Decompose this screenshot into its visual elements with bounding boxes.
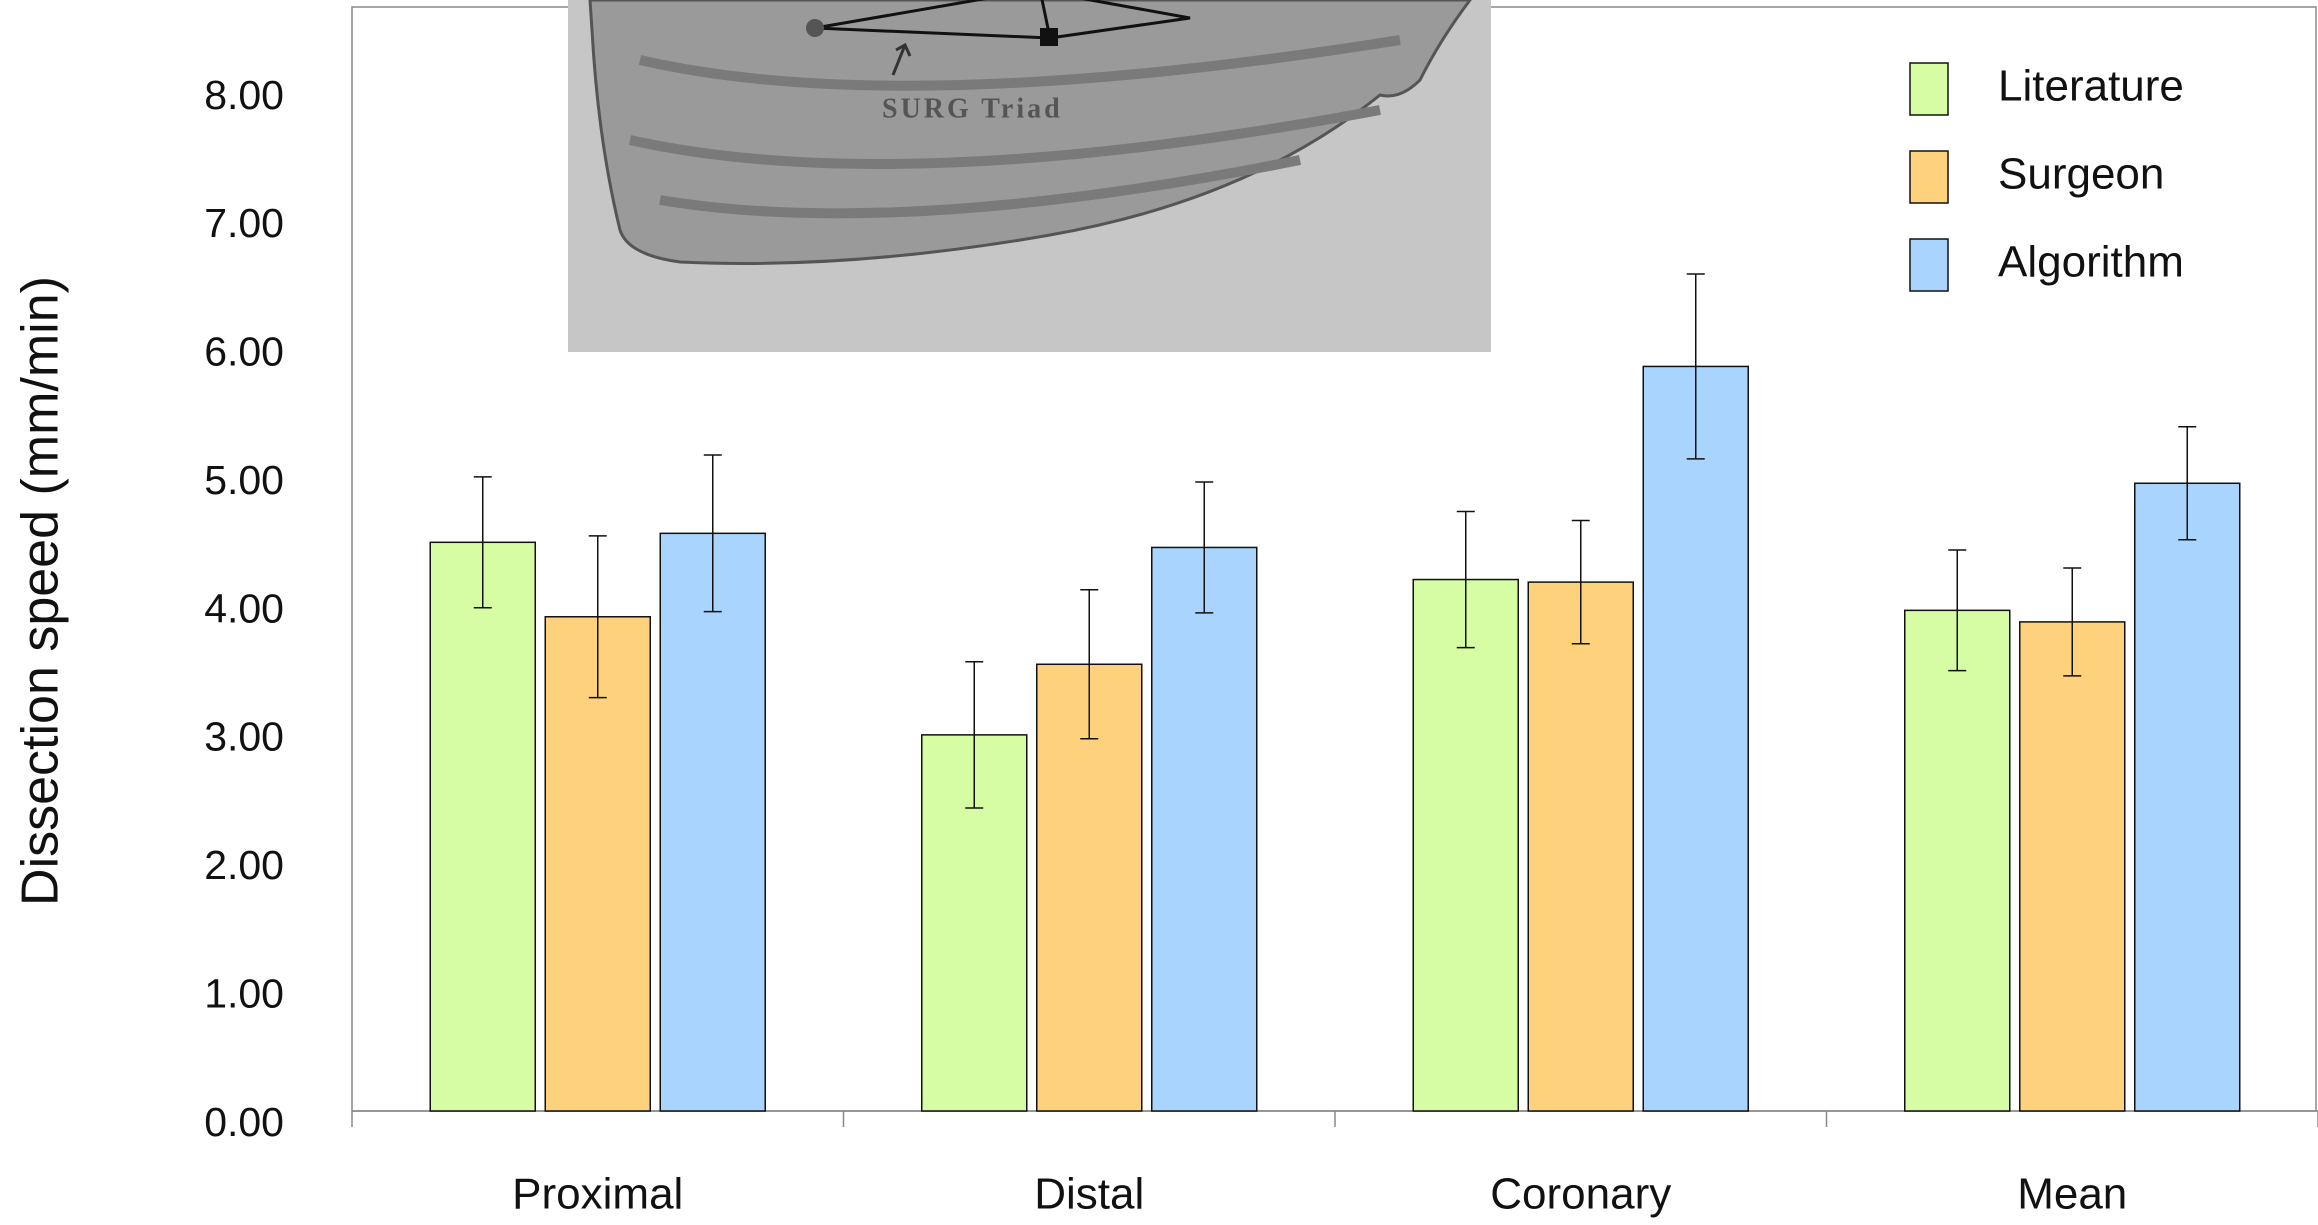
inset-image: SURG Triad	[568, 0, 1491, 352]
y-tick-label: 6.00	[204, 329, 284, 375]
legend-label: Algorithm	[1998, 238, 2184, 287]
inset-label: SURG Triad	[882, 93, 1063, 124]
chart: SURG Triad Dissection speed (mm/min) 0.0…	[0, 0, 2318, 1225]
x-tick-label: Distal	[1034, 1170, 1144, 1219]
bar	[1413, 580, 1518, 1111]
inset-marker	[1040, 28, 1058, 46]
y-tick-label: 3.00	[204, 714, 284, 760]
y-tick-label: 5.00	[204, 457, 284, 503]
bar	[430, 542, 535, 1111]
bar	[660, 533, 765, 1111]
y-axis-label: Dissection speed (mm/min)	[12, 276, 70, 906]
legend-swatch	[1910, 63, 1948, 115]
y-tick-label: 0.00	[204, 1099, 284, 1145]
y-tick-label: 4.00	[204, 585, 284, 631]
inset-marker	[806, 19, 824, 37]
bar	[2135, 483, 2240, 1111]
bar	[1643, 366, 1748, 1111]
y-tick-label: 8.00	[204, 72, 284, 118]
legend-label: Surgeon	[1998, 150, 2164, 199]
y-tick-label: 2.00	[204, 842, 284, 888]
x-tick-label: Proximal	[512, 1170, 683, 1219]
bar	[1905, 610, 2010, 1111]
legend-label: Literature	[1998, 62, 2184, 111]
x-tick-label: Mean	[2017, 1170, 2127, 1219]
y-tick-label: 7.00	[204, 200, 284, 246]
legend-swatch	[1910, 239, 1948, 291]
y-tick-label: 1.00	[204, 970, 284, 1016]
legend-swatch	[1910, 151, 1948, 203]
bar	[1528, 582, 1633, 1111]
bar	[2020, 622, 2125, 1111]
bar	[1152, 547, 1257, 1111]
x-tick-label: Coronary	[1490, 1170, 1671, 1219]
